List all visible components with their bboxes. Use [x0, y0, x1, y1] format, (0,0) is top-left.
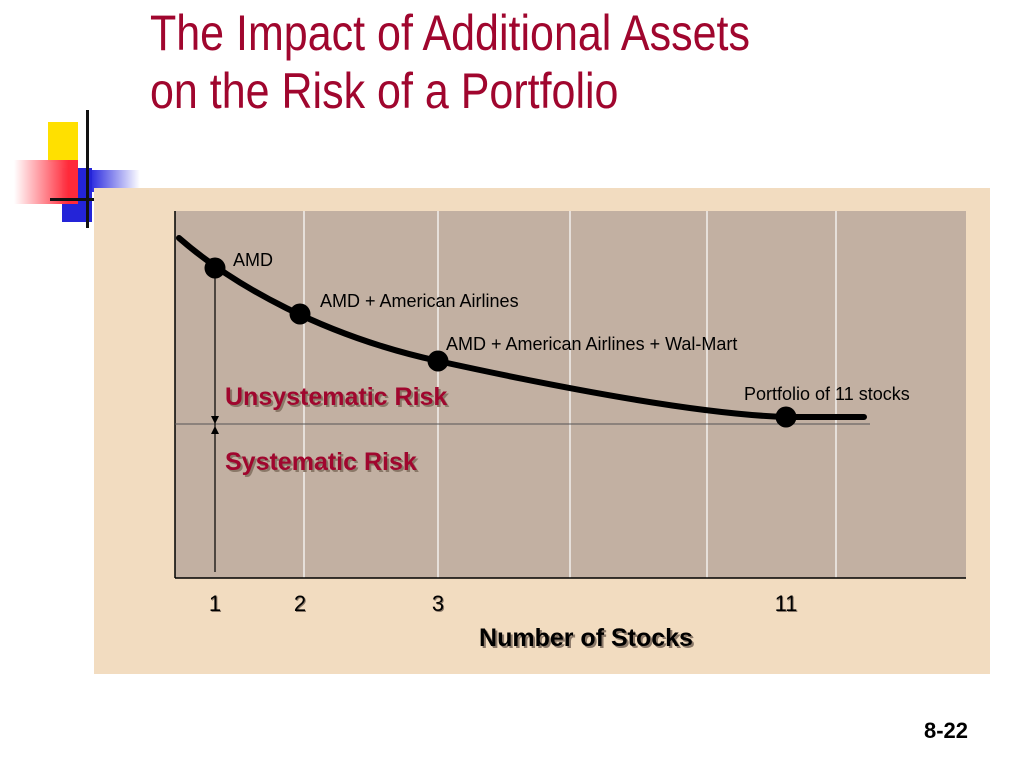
x-tick-2: 2 — [294, 591, 306, 616]
unsystematic-risk-label-shadow: Unsystematic Risk — [227, 385, 449, 413]
point-label-2: AMD + American Airlines — [320, 291, 519, 311]
data-point-11 — [775, 406, 797, 428]
decor-red-square — [14, 160, 78, 204]
x-tick-shadow-3: 3 — [433, 592, 445, 617]
point-label-3: AMD + American Airlines + Wal-Mart — [446, 334, 737, 354]
decor-vertical-line — [86, 110, 89, 228]
decor-horizontal-line — [50, 198, 104, 201]
point-label-1: AMD — [233, 250, 273, 270]
slide-number: 8-22 — [923, 718, 968, 743]
x-axis-label: Number of Stocks — [479, 624, 693, 652]
point-label-11: Portfolio of 11 stocks — [744, 384, 910, 404]
systematic-risk-label-shadow: Systematic Risk — [227, 450, 419, 478]
systematic-risk-label: Systematic Risk — [225, 448, 417, 476]
x-tick-shadow-1: 1 — [210, 592, 222, 617]
x-tick-11: 11 — [775, 591, 798, 616]
x-tick-shadow-2: 2 — [295, 592, 307, 617]
risk-arrow-head-up — [211, 426, 219, 434]
data-point-3 — [427, 350, 449, 372]
x-tick-shadow-11: 11 — [776, 592, 799, 617]
x-axis-label-shadow: Number of Stocks — [481, 626, 695, 654]
data-point-2 — [289, 303, 311, 325]
decor-blue-bar — [92, 170, 140, 192]
data-point-1 — [204, 257, 226, 279]
unsystematic-risk-label: Unsystematic Risk — [225, 383, 447, 411]
x-tick-1: 1 — [209, 591, 221, 616]
risk-arrow-head-down — [211, 416, 219, 424]
chart-area: AMD AMD + American Airlines AMD + American… — [94, 188, 990, 674]
chart-svg: AMD AMD + American Airlines AMD + American… — [174, 211, 966, 654]
slide-title: The Impact of Additional Assets on the R… — [150, 5, 750, 119]
x-tick-3: 3 — [432, 591, 444, 616]
decor-yellow-square — [48, 122, 78, 162]
